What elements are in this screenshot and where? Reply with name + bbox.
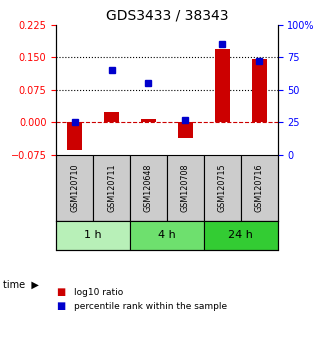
Text: GSM120708: GSM120708 [181,164,190,212]
Text: log10 ratio: log10 ratio [74,287,123,297]
Title: GDS3433 / 38343: GDS3433 / 38343 [106,8,228,22]
Text: GSM120716: GSM120716 [255,164,264,212]
Bar [252,59,266,122]
Text: GSM120710: GSM120710 [70,164,79,212]
Text: time  ▶: time ▶ [3,280,39,290]
Bar [56,155,93,221]
Bar [241,155,278,221]
Bar [130,155,167,221]
Text: percentile rank within the sample: percentile rank within the sample [74,302,227,311]
Text: GSM120648: GSM120648 [144,164,153,212]
Bar [167,155,204,221]
Text: GSM120715: GSM120715 [218,164,227,212]
Text: ■: ■ [56,301,65,311]
Bar [141,119,156,122]
Bar [93,155,130,221]
Bar [67,122,82,150]
Text: 24 h: 24 h [228,230,253,240]
Bar [204,155,241,221]
Text: 4 h: 4 h [158,230,176,240]
Bar [130,221,204,250]
Bar [104,112,119,122]
Bar [215,48,230,122]
Bar [56,221,130,250]
Bar [204,221,278,250]
Text: ■: ■ [56,287,65,297]
Text: GSM120711: GSM120711 [107,164,116,212]
Text: 1 h: 1 h [84,230,102,240]
Bar [178,122,193,138]
